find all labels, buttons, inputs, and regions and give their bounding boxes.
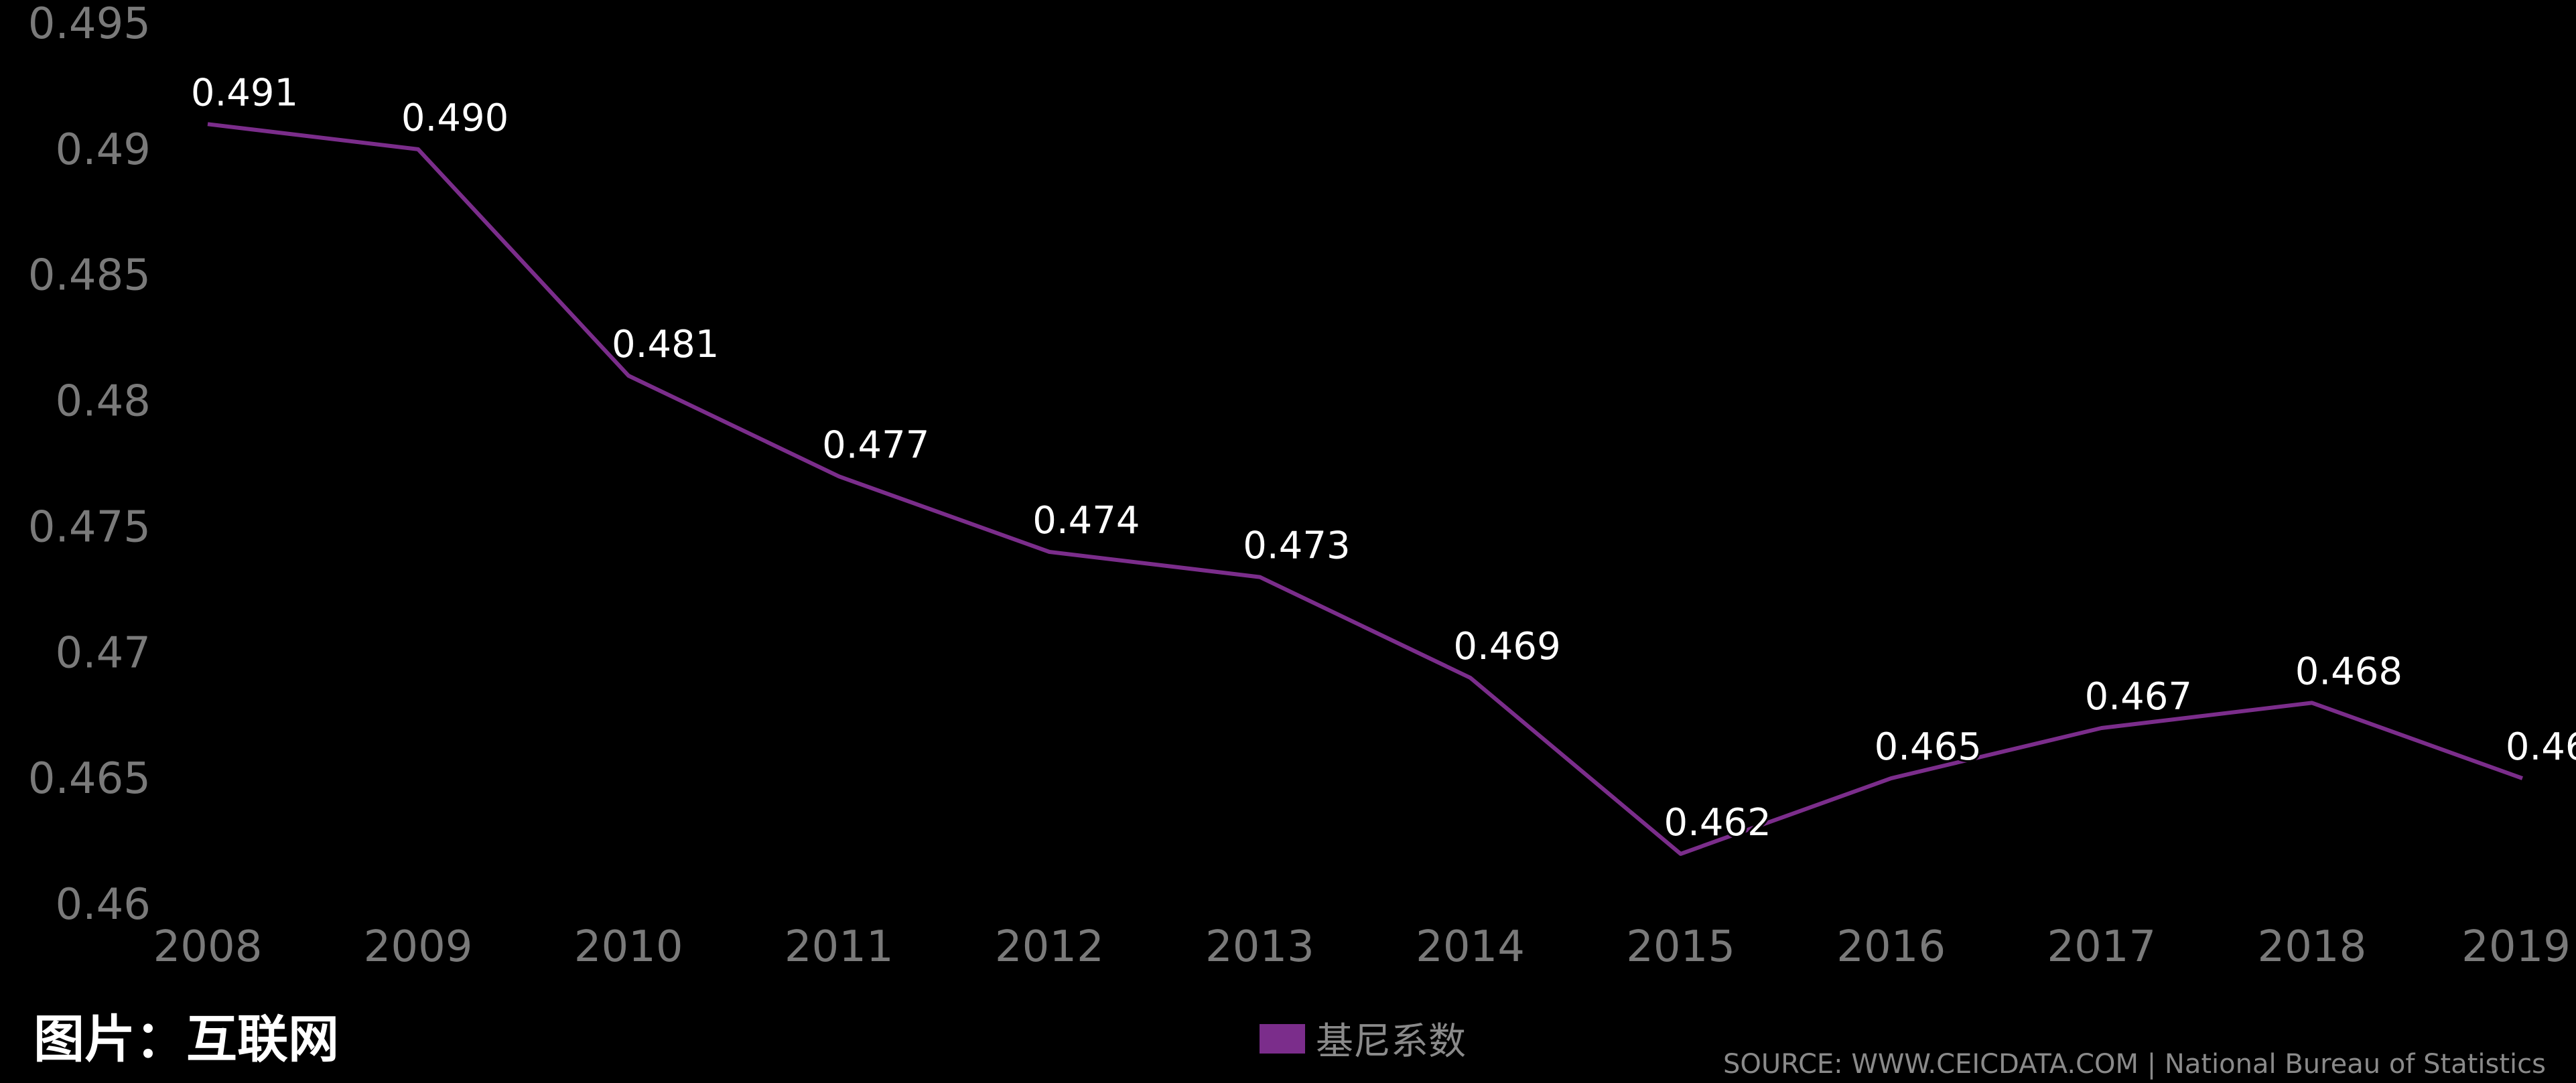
x-tick-label: 2017 bbox=[2047, 922, 2156, 972]
x-tick-label: 2019 bbox=[2461, 922, 2571, 972]
y-tick-label: 0.48 bbox=[56, 377, 151, 427]
data-label: 0.468 bbox=[2295, 650, 2402, 693]
data-labels: 0.491 0.490 0.481 0.477 0.474 0.473 0.469 0.462… bbox=[189, 69, 2576, 847]
x-tick-label: 2009 bbox=[364, 922, 473, 972]
x-tick-label: 2010 bbox=[574, 922, 683, 972]
x-axis: 2008 2009 2010 2011 2012 2013 2014 2015 2016 2017… bbox=[153, 922, 2571, 972]
data-label: 0.474 bbox=[1032, 499, 1140, 543]
x-tick-label: 2011 bbox=[785, 922, 894, 972]
y-tick-label: 0.46 bbox=[56, 880, 151, 930]
data-label: 0.462 bbox=[1664, 801, 1771, 845]
source-note: SOURCE: WWW.CEICDATA.COM | National Bure… bbox=[1722, 1049, 2546, 1080]
x-tick-label: 2013 bbox=[1205, 922, 1314, 972]
legend-label: 基尼系数 bbox=[1316, 1020, 1466, 1064]
data-label: 0.490 bbox=[401, 96, 509, 140]
y-tick-label: 0.47 bbox=[56, 628, 151, 678]
x-tick-label: 2012 bbox=[995, 922, 1104, 972]
x-tick-label: 2018 bbox=[2257, 922, 2366, 972]
y-tick-label: 0.49 bbox=[56, 125, 151, 175]
y-tick-label: 0.465 bbox=[28, 754, 151, 804]
data-label: 0.465 bbox=[1875, 725, 1982, 769]
data-label: 0.491 bbox=[191, 71, 298, 115]
y-tick-label: 0.475 bbox=[28, 502, 151, 552]
data-label: 0.473 bbox=[1243, 524, 1350, 568]
x-tick-label: 2016 bbox=[1836, 922, 1946, 972]
data-label: 0.477 bbox=[822, 423, 929, 467]
x-tick-label: 2008 bbox=[153, 922, 263, 972]
series-lines bbox=[207, 122, 2524, 856]
x-tick-label: 2014 bbox=[1416, 922, 1525, 972]
series-line bbox=[207, 122, 2524, 856]
data-label: 0.467 bbox=[2085, 675, 2192, 719]
x-tick-label: 2015 bbox=[1626, 922, 1735, 972]
y-axis: 0.495 0.49 0.485 0.48 0.475 0.47 0.465 0.46 bbox=[28, 0, 151, 930]
legend: 基尼系数 bbox=[1260, 1011, 1466, 1066]
data-label: 0.465 bbox=[2506, 725, 2576, 769]
watermark-text: 图片：互联网 bbox=[33, 1009, 339, 1069]
data-label: 0.481 bbox=[612, 323, 719, 366]
data-label: 0.469 bbox=[1453, 625, 1560, 668]
y-tick-label: 0.495 bbox=[28, 0, 151, 49]
y-tick-label: 0.485 bbox=[28, 251, 151, 301]
legend-swatch bbox=[1260, 1023, 1305, 1054]
